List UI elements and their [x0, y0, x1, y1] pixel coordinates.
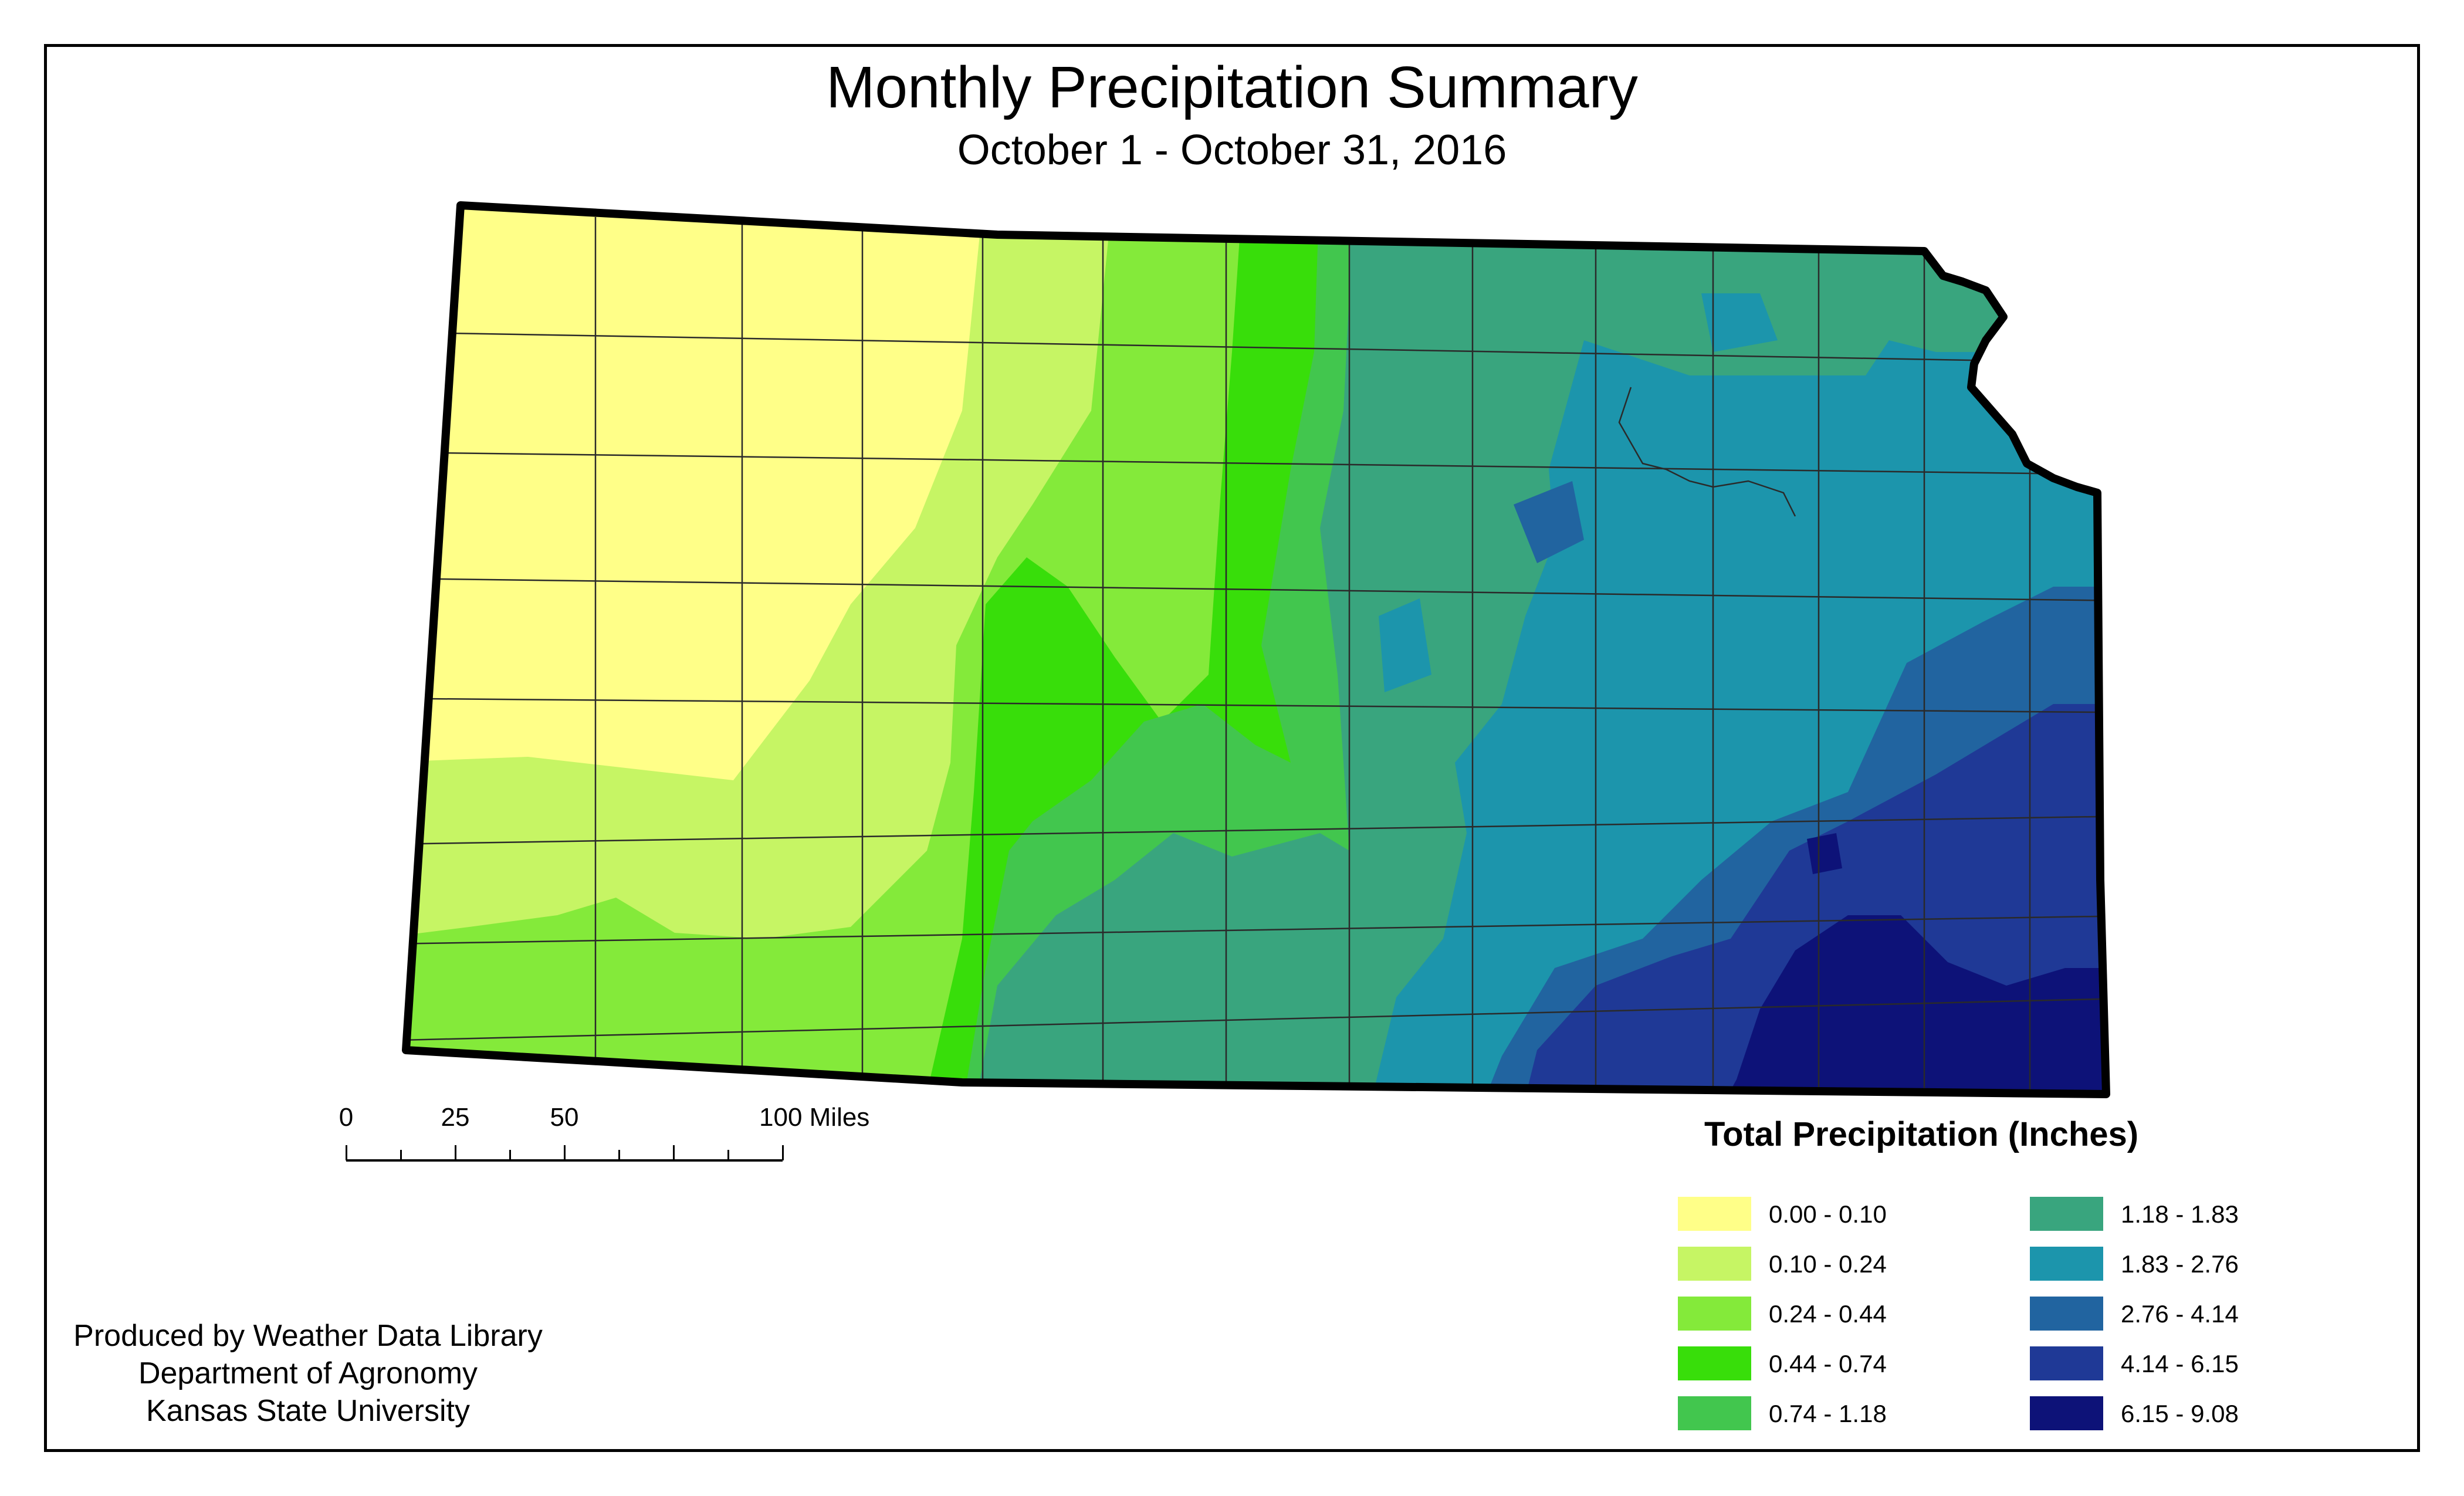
county-boundaries	[406, 217, 2106, 1094]
county-line	[406, 330, 2106, 365]
scale-bar-line	[346, 1159, 783, 1162]
scale-label-0: 0	[339, 1103, 354, 1132]
legend-swatch	[2030, 1247, 2103, 1281]
scale-tick	[618, 1150, 620, 1160]
legend-item: 0.44 - 0.74	[1678, 1346, 1971, 1383]
legend-swatch	[2030, 1346, 2103, 1380]
legend-item: 0.74 - 1.18	[1678, 1396, 1971, 1433]
legend-label: 0.24 - 0.44	[1769, 1300, 1887, 1328]
legend-item: 1.18 - 1.83	[2030, 1197, 2323, 1233]
river-boundary	[1618, 387, 1796, 517]
credit-line-2: Department of Agronomy	[138, 1356, 478, 1390]
credits: Produced by Weather Data Library Departm…	[56, 1317, 560, 1430]
legend-label: 0.10 - 0.24	[1769, 1250, 1887, 1278]
scale-tick	[727, 1150, 729, 1160]
legend-item: 0.10 - 0.24	[1678, 1247, 1971, 1283]
county-line	[406, 577, 2106, 603]
scale-tick	[564, 1145, 566, 1160]
legend-swatch	[1678, 1247, 1751, 1281]
county-line	[406, 697, 2106, 714]
legend: Total Precipitation (Inches) 0.00 - 0.10…	[1678, 1109, 2265, 1437]
legend-swatch	[1678, 1396, 1751, 1430]
legend-item: 1.83 - 2.76	[2030, 1247, 2323, 1283]
scale-tick	[455, 1145, 456, 1160]
legend-label: 4.14 - 6.15	[2121, 1350, 2239, 1377]
credit-line-3: Kansas State University	[145, 1394, 471, 1428]
legend-label: 6.15 - 9.08	[2121, 1400, 2239, 1427]
legend-label: 2.76 - 4.14	[2121, 1300, 2239, 1328]
legend-item: 0.00 - 0.10	[1678, 1197, 1971, 1233]
legend-swatch	[2030, 1396, 2103, 1430]
precipitation-zones	[406, 205, 2106, 1094]
legend-swatch	[2030, 1197, 2103, 1231]
legend-label: 0.44 - 0.74	[1769, 1350, 1887, 1377]
scale-tick	[782, 1145, 784, 1160]
legend-swatch	[1678, 1346, 1751, 1380]
scale-label-50: 50	[550, 1103, 579, 1132]
scale-tick	[673, 1145, 675, 1160]
scale-label-100: 100 Miles	[759, 1103, 870, 1132]
county-line	[406, 996, 2106, 1043]
scale-tick	[400, 1150, 402, 1160]
legend-title: Total Precipitation (Inches)	[1704, 1115, 2139, 1153]
legend-item: 4.14 - 6.15	[2030, 1346, 2323, 1383]
map-frame	[44, 44, 2420, 1452]
kansas-state-outline	[402, 201, 2110, 1098]
legend-swatch	[1678, 1197, 1751, 1231]
legend-item: 0.24 - 0.44	[1678, 1297, 1971, 1333]
county-line	[406, 451, 2106, 476]
county-line	[406, 814, 2106, 846]
scale-label-25: 25	[441, 1103, 470, 1132]
legend-label: 0.00 - 0.10	[1769, 1200, 1887, 1228]
legend-swatch	[2030, 1297, 2103, 1331]
credit-line-1: Produced by Weather Data Library	[73, 1319, 543, 1353]
scale-tick	[509, 1150, 511, 1160]
legend-label: 0.74 - 1.18	[1769, 1400, 1887, 1427]
scale-tick	[346, 1145, 347, 1160]
legend-label: 1.18 - 1.83	[2121, 1200, 2239, 1228]
county-line	[406, 914, 2106, 946]
legend-swatch	[1678, 1297, 1751, 1331]
legend-label: 1.83 - 2.76	[2121, 1250, 2239, 1278]
legend-item: 2.76 - 4.14	[2030, 1297, 2323, 1333]
legend-item: 6.15 - 9.08	[2030, 1396, 2323, 1433]
map-title: Monthly Precipitation Summary	[826, 55, 1638, 120]
map-subtitle: October 1 - October 31, 2016	[957, 127, 1507, 174]
scale-bar: 0 25 50 100 Miles	[329, 1103, 869, 1173]
